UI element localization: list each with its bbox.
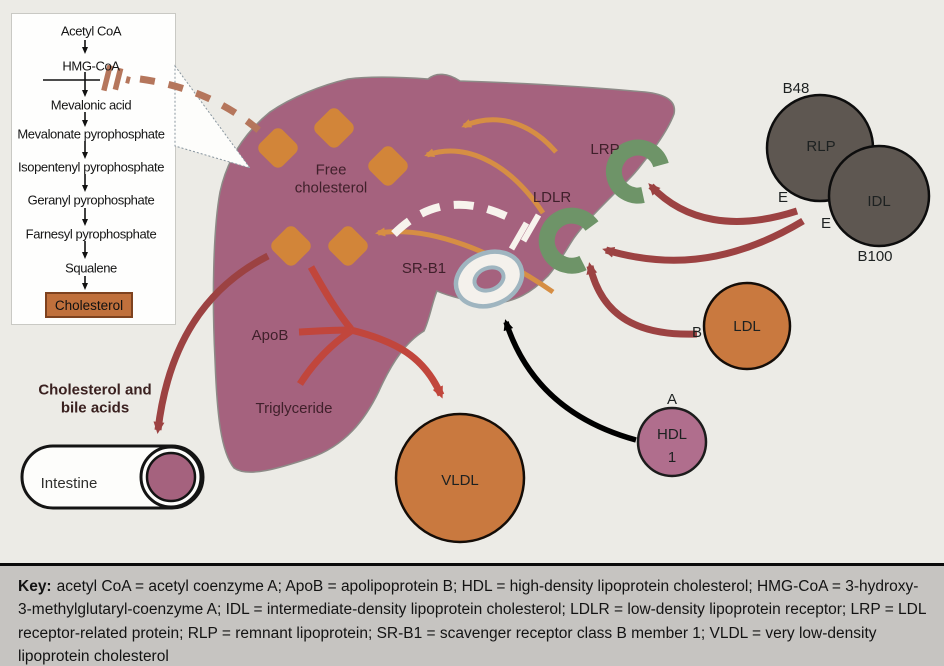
b-apolipoprotein-label: B bbox=[691, 324, 703, 341]
pathway-step-squalene: Squalene bbox=[65, 260, 117, 276]
hdl-label: HDL bbox=[656, 426, 688, 443]
a-apolipoprotein-label: A bbox=[666, 391, 678, 408]
pathway-step-mevalonate-pyrophosphate: Mevalonate pyrophosphate bbox=[17, 126, 165, 142]
idl-to-ldlr-arrow bbox=[602, 218, 805, 264]
e-apolipoprotein-label: E bbox=[777, 189, 789, 206]
ldlr-label: LDLR bbox=[532, 189, 572, 206]
cholesterol-diamond bbox=[271, 226, 311, 266]
cholesterol-diamond bbox=[328, 226, 368, 266]
ldl-particle bbox=[702, 281, 792, 371]
vldl-label: VLDL bbox=[441, 472, 479, 489]
pathway-step-mevalonic-acid: Mevalonic acid bbox=[50, 97, 132, 113]
cholesterol-bile-acids-label: Cholesterol and bile acids bbox=[38, 381, 152, 417]
cholesterol-diamond bbox=[258, 128, 298, 168]
feedback-inhibition-slashes bbox=[508, 213, 542, 251]
vldl-particle bbox=[394, 412, 526, 544]
idl-particle bbox=[827, 144, 931, 248]
cholesterol-diamond bbox=[368, 146, 408, 186]
lrp-label: LRP bbox=[590, 141, 620, 158]
feedback-inhibition-dashed-arc bbox=[391, 200, 516, 237]
key-text: acetyl CoA = acetyl coenzyme A; ApoB = a… bbox=[18, 578, 926, 665]
e-apolipoprotein-label: E bbox=[820, 215, 832, 232]
callout-triangle bbox=[174, 64, 252, 169]
hmgcoa-inhibition-slashes bbox=[101, 64, 131, 92]
srb1-label: SR-B1 bbox=[401, 260, 447, 277]
key-panel: Key: acetyl CoA = acetyl coenzyme A; ApoB… bbox=[0, 563, 944, 666]
rlp-to-lrp-arrow bbox=[648, 183, 799, 225]
liver-to-intestine-arrow bbox=[153, 252, 270, 434]
vldl-branch-cholesterol-arrow bbox=[307, 265, 354, 332]
ldlr-receptor-crescent bbox=[538, 207, 599, 274]
cholesterol-uptake-arrow bbox=[424, 148, 546, 215]
pathway-step-geranyl-pyrophosphate: Geranyl pyrophosphate bbox=[27, 192, 155, 208]
intestine-label: Intestine bbox=[40, 475, 98, 492]
hdl-to-srb1-arrow bbox=[503, 319, 637, 443]
vldl-branch-triglyceride-arrow bbox=[297, 328, 353, 386]
free-cholesterol-label: Free cholesterol bbox=[294, 161, 368, 197]
lrp-receptor-crescent bbox=[605, 139, 669, 204]
pathway-step-farnesyl-pyrophosphate: Farnesyl pyrophosphate bbox=[25, 226, 157, 242]
hdl-number-label: 1 bbox=[667, 449, 677, 466]
apob-label: ApoB bbox=[251, 327, 289, 344]
intestine-cholesterol-disc bbox=[145, 451, 197, 503]
vldl-secretion-arrow bbox=[350, 326, 445, 399]
rlp-label: RLP bbox=[806, 138, 836, 155]
ldl-to-ldlr-arrow bbox=[586, 262, 698, 338]
statin-inhibition-dashed-arc bbox=[139, 75, 266, 137]
key-title: Key: bbox=[18, 578, 52, 595]
triglyceride-label: Triglyceride bbox=[255, 400, 333, 417]
liver-shape bbox=[212, 73, 676, 473]
pathway-step-acetyl-coa: Acetyl CoA bbox=[60, 23, 122, 39]
cholesterol-product-box: Cholesterol bbox=[45, 292, 133, 318]
vldl-branch-apob-arrow bbox=[298, 326, 352, 336]
pathway-step-isopentenyl-pyrophosphate: Isopentenyl pyrophosphate bbox=[17, 159, 165, 175]
b48-apolipoprotein-label: B48 bbox=[782, 80, 810, 97]
cholesterol-diamond bbox=[314, 108, 354, 148]
biosynthesis-pathway-box bbox=[11, 13, 176, 325]
hdl-particle bbox=[636, 406, 708, 478]
free-cholesterol-diamonds bbox=[258, 108, 408, 266]
srb1-receptor-donut bbox=[453, 249, 525, 309]
pathway-step-hmg-coa: HMG-CoA bbox=[62, 58, 120, 74]
cholesterol-uptake-arrow bbox=[461, 117, 558, 154]
b100-apolipoprotein-label: B100 bbox=[857, 248, 893, 265]
ldl-label: LDL bbox=[733, 318, 761, 335]
idl-label: IDL bbox=[867, 193, 891, 210]
